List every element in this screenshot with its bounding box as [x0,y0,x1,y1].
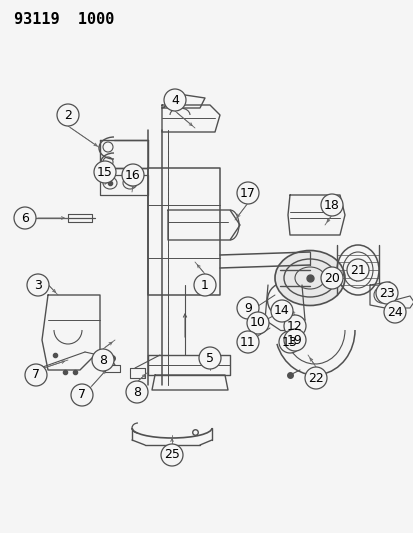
Circle shape [71,384,93,406]
Text: 7: 7 [32,368,40,382]
Ellipse shape [274,251,344,305]
Circle shape [346,259,368,281]
Text: 5: 5 [206,351,214,365]
Text: 16: 16 [125,168,140,182]
Circle shape [278,331,300,353]
Text: 15: 15 [97,166,113,179]
Text: 8: 8 [133,385,141,399]
Text: 9: 9 [244,302,252,314]
Text: 14: 14 [273,304,289,318]
Text: 21: 21 [349,263,365,277]
Circle shape [57,104,79,126]
Circle shape [194,274,216,296]
Circle shape [199,347,221,369]
Circle shape [283,315,305,337]
Text: 22: 22 [307,372,323,384]
Circle shape [283,329,305,351]
Circle shape [25,364,47,386]
Circle shape [92,349,114,371]
Circle shape [126,381,147,403]
Text: 23: 23 [378,287,394,300]
Text: 8: 8 [99,353,107,367]
Text: 18: 18 [323,198,339,212]
Circle shape [320,194,342,216]
Circle shape [383,301,405,323]
Circle shape [236,182,259,204]
Text: 20: 20 [323,271,339,285]
Text: 12: 12 [287,319,302,333]
Circle shape [164,89,185,111]
Circle shape [304,367,326,389]
Circle shape [375,282,397,304]
Text: 13: 13 [281,335,297,349]
Circle shape [236,331,259,353]
Circle shape [247,312,268,334]
Text: 11: 11 [240,335,255,349]
Circle shape [94,161,116,183]
Circle shape [14,207,36,229]
Circle shape [122,164,144,186]
Text: 24: 24 [386,305,402,319]
Text: 1: 1 [201,279,209,292]
Text: 4: 4 [171,93,178,107]
Circle shape [320,267,342,289]
Text: 10: 10 [249,317,265,329]
Text: 2: 2 [64,109,72,122]
Text: 19: 19 [287,334,302,346]
Circle shape [27,274,49,296]
Text: 25: 25 [164,448,180,462]
Text: 93119  1000: 93119 1000 [14,12,114,27]
Text: 3: 3 [34,279,42,292]
Circle shape [236,297,259,319]
Circle shape [271,300,292,322]
Text: 7: 7 [78,389,86,401]
Text: 17: 17 [240,187,255,199]
Circle shape [161,444,183,466]
Text: 6: 6 [21,212,29,224]
